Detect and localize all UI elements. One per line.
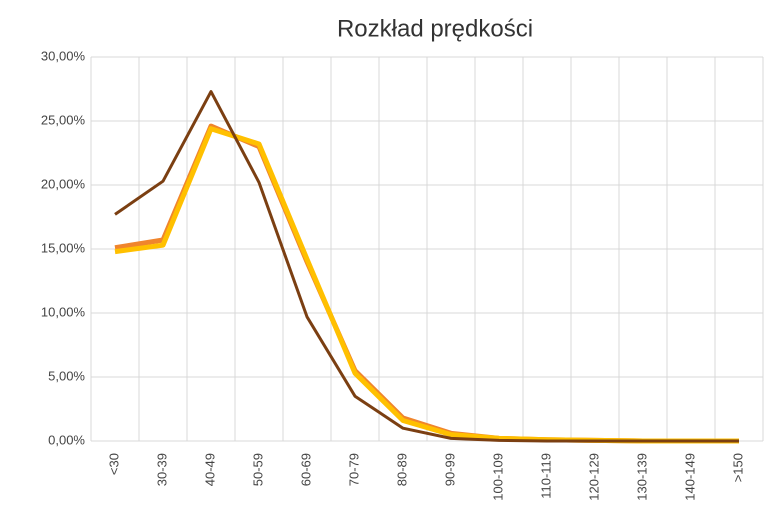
y-tick-label: 20,00% (41, 176, 86, 191)
x-tick-label: 70-79 (346, 453, 361, 486)
x-tick-label: 140-149 (682, 453, 697, 501)
y-tick-label: 5,00% (48, 368, 85, 383)
x-tick-label: 50-59 (250, 453, 265, 486)
chart-title: Rozkład prędkości (337, 15, 533, 42)
y-tick-label: 25,00% (41, 112, 86, 127)
x-tick-label: 30-39 (154, 453, 169, 486)
series-line (114, 90, 739, 443)
x-tick-label: 130-139 (634, 453, 649, 501)
x-tick-label: >150 (730, 453, 745, 482)
x-tick-label: 120-129 (586, 453, 601, 501)
x-tick-label: 110-119 (538, 453, 553, 499)
x-tick-label: 80-89 (394, 453, 409, 486)
x-tick-label: 40-49 (202, 453, 217, 486)
y-tick-label: 30,00% (41, 48, 86, 63)
y-tick-label: 0,00% (48, 432, 85, 447)
x-tick-label: <30 (106, 453, 121, 475)
y-tick-label: 10,00% (41, 304, 86, 319)
y-tick-label: 15,00% (41, 240, 86, 255)
x-tick-label: 100-109 (490, 453, 505, 501)
x-tick-label: 90-99 (442, 453, 457, 486)
x-tick-label: 60-69 (298, 453, 313, 486)
